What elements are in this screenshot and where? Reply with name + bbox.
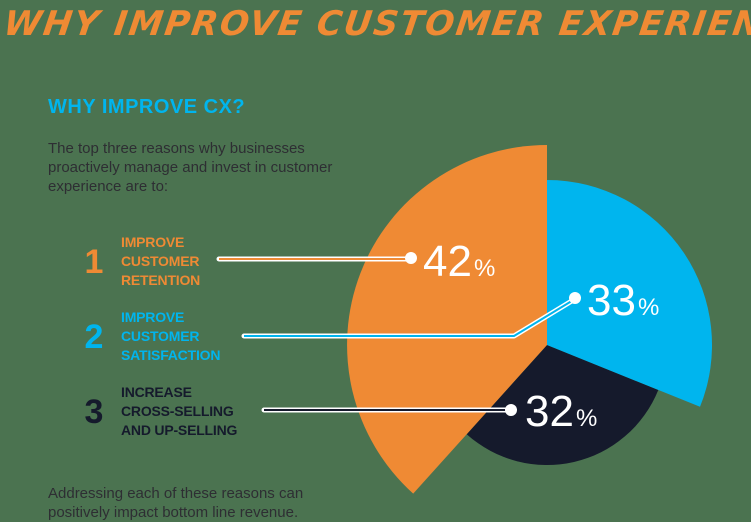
reason-3-label: INCREASE CROSS-SELLING AND UP-SELLING bbox=[121, 383, 321, 440]
reason-2-line-3: SATISFACTION bbox=[121, 347, 221, 363]
leader-line-2 bbox=[241, 292, 581, 339]
reason-2-number: 2 bbox=[84, 318, 104, 356]
reason-2-label: IMPROVE CUSTOMER SATISFACTION bbox=[121, 308, 321, 365]
reason-1-line-2: CUSTOMER bbox=[121, 253, 200, 269]
pie-slice-cross-selling bbox=[466, 345, 659, 466]
reason-3-number: 3 bbox=[84, 393, 104, 431]
reason-2-line-1: IMPROVE bbox=[121, 309, 185, 325]
percent-symbol: % bbox=[473, 255, 496, 282]
reason-1-number: 1 bbox=[84, 243, 104, 281]
reason-3-line-3: AND UP-SELLING bbox=[121, 422, 238, 438]
leader-line-1 bbox=[216, 252, 417, 264]
reason-1-line-1: IMPROVE bbox=[121, 234, 185, 250]
reason-2-line-2: CUSTOMER bbox=[121, 328, 200, 344]
pie-slice-satisfaction bbox=[547, 180, 713, 407]
reason-3-line-1: INCREASE bbox=[121, 384, 192, 400]
intro-text: The top three reasons why businesses pro… bbox=[48, 140, 333, 195]
reason-1-label: IMPROVE CUSTOMER RETENTION bbox=[121, 233, 321, 290]
section-title: WHY IMPROVE CX? bbox=[48, 96, 246, 118]
percent-label-cross-selling: 32% bbox=[525, 390, 597, 441]
percent-symbol: % bbox=[575, 405, 598, 432]
reason-1-line-3: RETENTION bbox=[121, 272, 201, 288]
percent-value: 42 bbox=[423, 237, 472, 286]
reason-3-line-2: CROSS-SELLING bbox=[121, 403, 234, 419]
percent-value: 32 bbox=[525, 387, 574, 436]
leader-line-3 bbox=[261, 404, 517, 416]
percent-value: 33 bbox=[587, 276, 636, 325]
percent-label-satisfaction: 33% bbox=[587, 279, 659, 330]
percent-symbol: % bbox=[637, 294, 660, 321]
percent-label-retention: 42% bbox=[423, 240, 495, 291]
pie-slice-retention bbox=[347, 145, 547, 494]
outro-text: Addressing each of these reasons can pos… bbox=[48, 485, 304, 521]
